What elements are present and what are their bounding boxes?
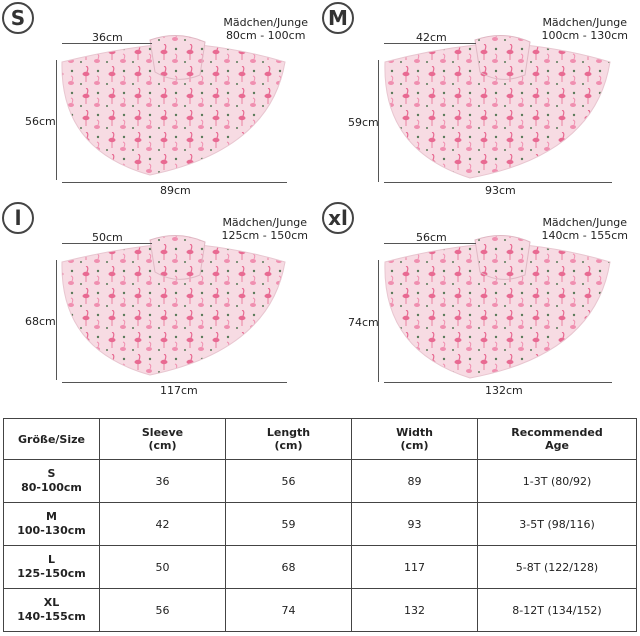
width-line: [384, 382, 612, 383]
age-cell: 3-5T (98/116): [477, 502, 637, 546]
sleeve-measure: 42cm: [416, 31, 447, 44]
panel-size-s: S Mädchen/Junge 80cm - 100cm 36cm 56cm 89…: [0, 0, 320, 200]
length-line: [378, 260, 379, 382]
size-badge: l: [2, 202, 34, 234]
size-cell: XL 140-155cm: [3, 588, 100, 632]
width-measure: 117cm: [160, 384, 198, 397]
age-label: Mädchen/Junge 125cm - 150cm: [221, 216, 308, 242]
table-row: S 80-100cm 36 56 89 1-3T (80/92): [3, 459, 637, 503]
age-label: Mädchen/Junge 140cm - 155cm: [541, 216, 628, 242]
sleeve-line: [384, 243, 476, 244]
width-line: [62, 182, 287, 183]
table-row: XL 140-155cm 56 74 132 8-12T (134/152): [3, 588, 637, 632]
size-cell: M 100-130cm: [3, 502, 100, 546]
table-row: M 100-130cm 42 59 93 3-5T (98/116): [3, 502, 637, 546]
sleeve-cell: 56: [99, 588, 226, 632]
age-cell: 5-8T (122/128): [477, 545, 637, 589]
sleeve-cell: 42: [99, 502, 226, 546]
sleeve-measure: 56cm: [416, 231, 447, 244]
width-cell: 93: [351, 502, 478, 546]
width-line: [62, 382, 287, 383]
length-measure: 68cm: [25, 315, 56, 328]
length-line: [378, 60, 379, 182]
cape-image: [61, 235, 286, 376]
length-cell: 68: [225, 545, 352, 589]
cape-image: [61, 35, 286, 176]
header-sleeve: Sleeve (cm): [99, 418, 226, 460]
width-cell: 132: [351, 588, 478, 632]
length-cell: 74: [225, 588, 352, 632]
sleeve-measure: 36cm: [92, 31, 123, 44]
length-line: [56, 260, 57, 380]
sleeve-line: [62, 243, 152, 244]
header-width: Width (cm): [351, 418, 478, 460]
age-cell: 1-3T (80/92): [477, 459, 637, 503]
panel-size-m: M Mädchen/Junge 100cm - 130cm 42cm 59cm 9…: [320, 0, 640, 200]
size-table: Größe/Size Sleeve (cm) Length (cm) Width…: [3, 418, 637, 632]
sleeve-line: [384, 43, 476, 44]
sleeve-measure: 50cm: [92, 231, 123, 244]
sleeve-cell: 50: [99, 545, 226, 589]
length-measure: 56cm: [25, 115, 56, 128]
width-measure: 93cm: [485, 184, 516, 197]
table-header-row: Größe/Size Sleeve (cm) Length (cm) Width…: [3, 418, 637, 460]
length-line: [56, 60, 57, 180]
width-measure: 89cm: [160, 184, 191, 197]
age-label: Mädchen/Junge 100cm - 130cm: [541, 16, 628, 42]
width-cell: 89: [351, 459, 478, 503]
size-cell: S 80-100cm: [3, 459, 100, 503]
cape-image: [384, 235, 611, 379]
size-cell: L 125-150cm: [3, 545, 100, 589]
size-badge: M: [322, 2, 354, 34]
width-measure: 132cm: [485, 384, 523, 397]
sleeve-line: [62, 43, 152, 44]
age-cell: 8-12T (134/152): [477, 588, 637, 632]
panel-size-l: l Mädchen/Junge 125cm - 150cm 50cm 68cm 1…: [0, 200, 320, 400]
length-measure: 59cm: [348, 116, 379, 129]
panel-size-xl: xl Mädchen/Junge 140cm - 155cm 56cm 74cm …: [320, 200, 640, 400]
header-length: Length (cm): [225, 418, 352, 460]
size-badge: xl: [322, 202, 354, 234]
width-cell: 117: [351, 545, 478, 589]
header-size: Größe/Size: [3, 418, 100, 460]
cape-image: [384, 35, 611, 179]
header-age: Recommended Age: [477, 418, 637, 460]
length-measure: 74cm: [348, 316, 379, 329]
width-line: [384, 182, 612, 183]
length-cell: 56: [225, 459, 352, 503]
sleeve-cell: 36: [99, 459, 226, 503]
size-badge: S: [2, 2, 34, 34]
length-cell: 59: [225, 502, 352, 546]
table-row: L 125-150cm 50 68 117 5-8T (122/128): [3, 545, 637, 589]
age-label: Mädchen/Junge 80cm - 100cm: [223, 16, 308, 42]
